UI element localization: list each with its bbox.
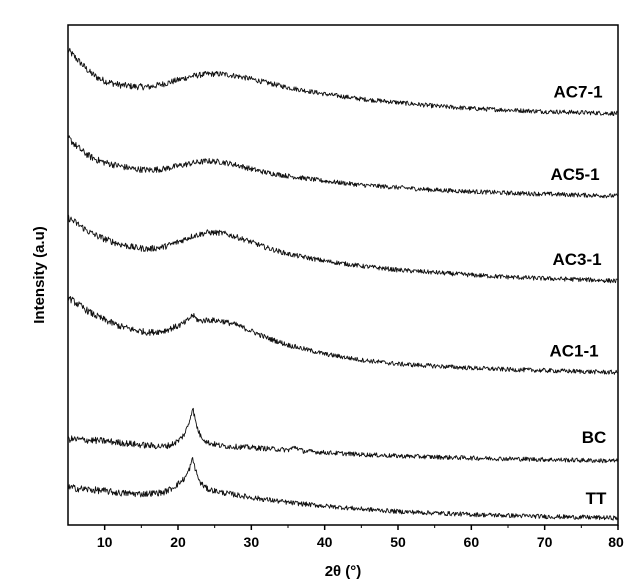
series-line-bc: [67, 407, 619, 464]
x-tick-label: 20: [170, 534, 186, 550]
x-tick-label: 50: [390, 534, 406, 550]
x-tick-label: 40: [317, 534, 333, 550]
series-labels: AC7-1 AC5-1 AC3-1 AC1-1 BC TT: [549, 83, 607, 509]
x-tick-label: 70: [537, 534, 553, 550]
series-label-ac7-1: AC7-1: [553, 83, 602, 102]
series-line-tt: [67, 457, 619, 521]
x-tick-label: 60: [464, 534, 480, 550]
plot-frame: [67, 24, 619, 526]
y-axis-label: Intensity (a.u): [31, 226, 48, 324]
series-label-tt: TT: [586, 489, 607, 508]
series-label-ac1-1: AC1-1: [549, 342, 598, 361]
series-label-ac5-1: AC5-1: [550, 165, 599, 184]
x-tick-label: 80: [608, 534, 624, 550]
x-tick-label: 30: [244, 534, 260, 550]
series-line-ac1-1: [67, 296, 619, 375]
x-axis-label: 2θ (°): [325, 563, 362, 580]
traces: [67, 47, 619, 521]
series-label-ac3-1: AC3-1: [552, 250, 601, 269]
x-tick-label: 10: [97, 534, 113, 550]
series-line-ac3-1: [67, 214, 619, 284]
series-line-ac5-1: [67, 134, 619, 199]
x-axis-ticks: 10 20 30 40 50 60 70 80: [97, 525, 624, 550]
series-label-bc: BC: [582, 428, 607, 447]
series-line-ac7-1: [67, 47, 619, 116]
